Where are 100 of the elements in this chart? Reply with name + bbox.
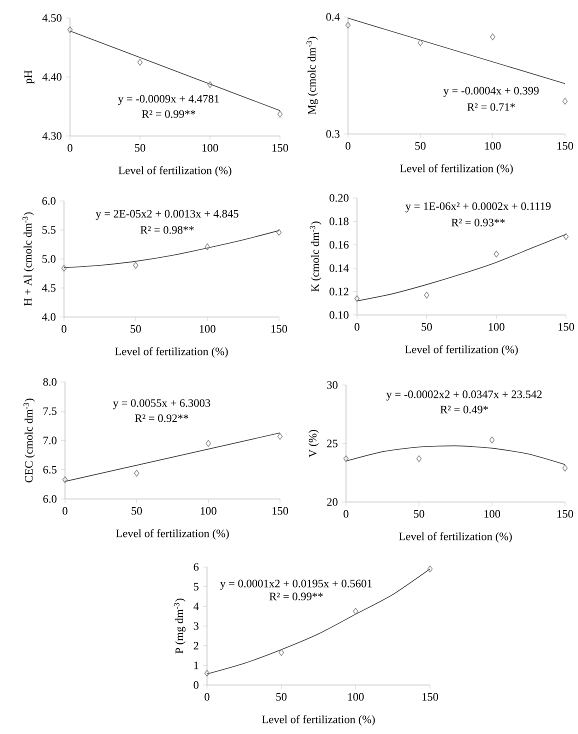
annotation: y = 0.0001x2 + 0.0195x + 0.5601 <box>220 580 372 590</box>
x-tick-label: 100 <box>200 325 216 333</box>
y-tick-label: 6.5 <box>43 466 57 474</box>
line-series <box>356 234 566 302</box>
y-tick-label: 6.0 <box>43 495 57 503</box>
point <box>490 33 496 40</box>
y-tick-label: 0.3 <box>326 130 340 138</box>
y-tick-label: 4.40 <box>42 73 62 81</box>
point <box>133 262 138 269</box>
annotation: R² = 0.99** <box>269 592 323 600</box>
point <box>563 233 569 240</box>
y-axis-title: CEC (cmolc dm$^{-3}$) <box>24 398 35 482</box>
x-axis-title: Level of fertilization (%) <box>400 164 513 175</box>
x-tick-label: 0 <box>68 144 72 152</box>
point <box>137 58 143 66</box>
y-tick-label: 5.5 <box>42 226 56 234</box>
annotation: y = 0.0055x + 6.3003 <box>113 399 210 410</box>
x-tick-label: 50 <box>422 323 432 331</box>
x-tick-label: 100 <box>202 144 218 152</box>
annotation: y = 1E-06x² + 0.0002x + 0.1119 <box>405 202 551 212</box>
point <box>61 264 67 272</box>
x-tick-label: 50 <box>414 510 424 518</box>
annotation: y = 2E-05x2 + 0.0013x + 4.845 <box>96 210 238 220</box>
y-tick-label: 2 <box>194 642 198 650</box>
point <box>418 39 423 46</box>
y-tick-label: 30 <box>327 381 338 389</box>
annotation: y = -0.0004x + 0.399 <box>443 86 539 97</box>
point <box>277 110 283 118</box>
point <box>345 22 351 29</box>
annotation: y = -0.0009x + 4.4781 <box>118 95 219 105</box>
y-tick-label: 0.20 <box>330 194 349 202</box>
y-tick-label: 1 <box>194 662 198 670</box>
x-tick-label: 100 <box>484 510 500 518</box>
point <box>489 436 495 444</box>
annotation: R² = 0.71* <box>467 103 515 111</box>
point <box>424 292 430 299</box>
point <box>427 566 433 572</box>
line-series <box>206 568 430 674</box>
point <box>354 295 360 302</box>
y-tick-label: 6.0 <box>42 197 56 205</box>
point <box>353 608 358 615</box>
y-tick-label: 7.0 <box>44 436 57 444</box>
x-tick-label: 100 <box>348 693 364 701</box>
y-tick-label: 0.10 <box>330 311 349 319</box>
line-series <box>346 445 566 465</box>
point <box>277 433 283 440</box>
point <box>562 464 568 472</box>
x-tick-label: 50 <box>415 142 426 150</box>
x-tick-label: 100 <box>485 142 501 150</box>
y-axis-title: K (cmolc dm$^{-3}$) <box>310 222 322 292</box>
x-axis-title: Level of fertilization (%) <box>405 345 518 356</box>
annotation: R² = 0.99** <box>142 110 196 118</box>
x-tick-label: 0 <box>204 693 210 701</box>
annotation: R² = 0.92** <box>134 414 188 422</box>
x-tick-label: 150 <box>558 323 574 331</box>
y-tick-label: 6 <box>194 563 199 571</box>
x-axis-title: Level of fertilization (%) <box>115 347 228 358</box>
y-tick-label: 0.16 <box>330 240 349 249</box>
x-tick-label: 0 <box>62 507 68 515</box>
x-axis-title: Level of fertilization (%) <box>262 715 375 726</box>
x-axis-title: Level of fertilization (%) <box>118 166 232 177</box>
x-axis-title: Level of fertilization (%) <box>116 529 229 540</box>
y-tick-label: 25 <box>327 440 338 448</box>
x-tick-label: 50 <box>134 144 146 152</box>
x-tick-label: 150 <box>558 510 574 518</box>
point <box>207 81 213 88</box>
x-tick-label: 100 <box>200 507 216 515</box>
annotation: R² = 0.98** <box>140 226 194 234</box>
y-tick-label: 4.0 <box>42 313 56 321</box>
annotation: R² = 0.93** <box>451 218 505 226</box>
point <box>278 649 284 656</box>
x-tick-label: 150 <box>272 144 288 152</box>
point <box>62 476 68 484</box>
annotation: y = -0.0002x2 + 0.0347x + 23.542 <box>386 390 542 401</box>
point <box>67 26 73 34</box>
x-tick-label: 0 <box>354 323 360 331</box>
y-tick-label: 7.5 <box>44 407 57 416</box>
y-tick-label: 4 <box>194 602 199 610</box>
y-tick-label: 5.0 <box>42 255 56 263</box>
point <box>562 98 568 105</box>
y-axis-title: P (mg dm$^{-3}$) <box>174 598 186 654</box>
y-tick-label: 0.12 <box>330 288 348 296</box>
point <box>204 670 210 677</box>
y-axis-title: pH <box>24 70 34 84</box>
point <box>204 243 210 250</box>
point <box>134 470 140 477</box>
y-tick-label: 5 <box>194 582 199 590</box>
y-axis-title: Mg (cmolc dm$^{-3}$) <box>306 36 318 114</box>
x-tick-label: 50 <box>132 507 142 515</box>
x-tick-label: 150 <box>272 507 288 515</box>
y-tick-label: 3 <box>194 622 199 630</box>
y-tick-label: 20 <box>327 498 338 506</box>
point <box>276 228 282 236</box>
point <box>343 455 349 462</box>
x-tick-label: 150 <box>558 142 574 150</box>
y-tick-label: 4.30 <box>42 132 62 140</box>
point <box>494 250 499 258</box>
y-tick-label: 0 <box>194 681 199 689</box>
y-tick-label: 4.5 <box>42 284 56 292</box>
y-tick-label: 0.4 <box>326 13 340 21</box>
